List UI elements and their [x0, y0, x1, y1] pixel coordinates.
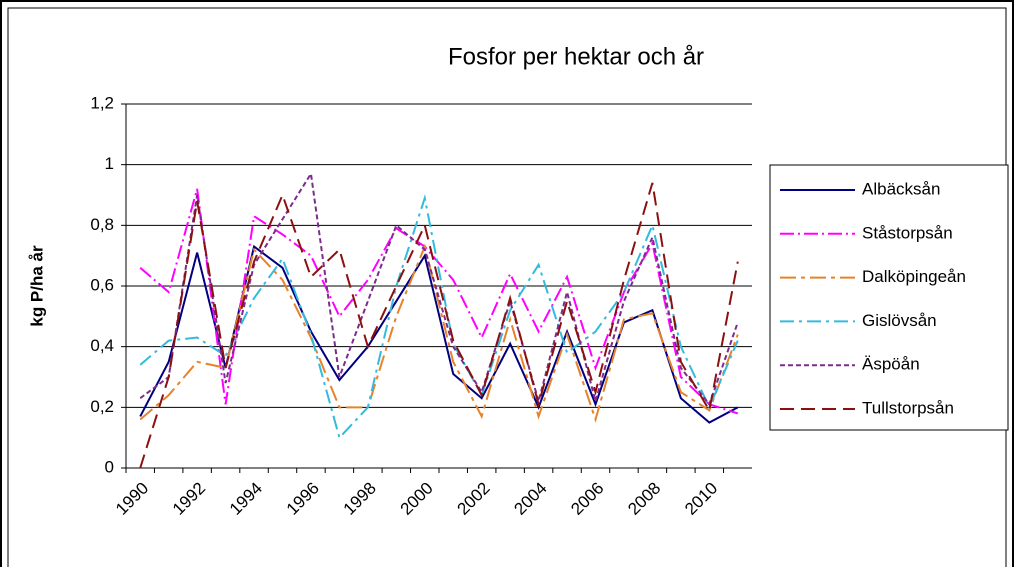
y-axis-label: kg P/ha år: [27, 245, 46, 327]
x-tick-label: 1994: [226, 479, 266, 519]
x-tick-label: 1998: [340, 479, 380, 519]
series-line: [139, 188, 739, 415]
legend-label: Albäcksån: [862, 179, 940, 198]
x-tick-label: 1996: [283, 479, 323, 519]
legend-label: Gislövsån: [862, 311, 937, 330]
series-line: [139, 170, 739, 407]
y-tick-label: 1,2: [90, 93, 114, 112]
series-line: [139, 182, 739, 469]
x-tick-label: 2002: [453, 479, 493, 519]
series-line: [139, 243, 739, 423]
y-tick-label: 0: [105, 457, 114, 476]
y-tick-label: 0,4: [90, 336, 114, 355]
x-tick-label: 2008: [624, 479, 664, 519]
y-tick-label: 1: [105, 154, 114, 173]
x-tick-label: 2010: [681, 479, 721, 519]
x-tick-label: 2006: [567, 479, 607, 519]
legend-label: Tullstorpsån: [862, 398, 954, 417]
legend-label: Äspöån: [862, 355, 920, 374]
x-tick-label: 1992: [169, 479, 209, 519]
x-tick-label: 2004: [510, 479, 550, 519]
legend-box: [769, 164, 1009, 431]
y-tick-label: 0,2: [90, 397, 114, 416]
legend-label: Ståstorpsån: [862, 223, 953, 242]
legend-label: Dalköpingeån: [862, 267, 966, 286]
y-tick-label: 0,8: [90, 215, 114, 234]
chart-title: Fosfor per hektar och år: [448, 43, 704, 70]
series-line: [139, 194, 739, 440]
y-tick-label: 0,6: [90, 275, 114, 294]
x-tick-label: 1990: [112, 479, 152, 519]
x-tick-label: 2000: [397, 479, 437, 519]
